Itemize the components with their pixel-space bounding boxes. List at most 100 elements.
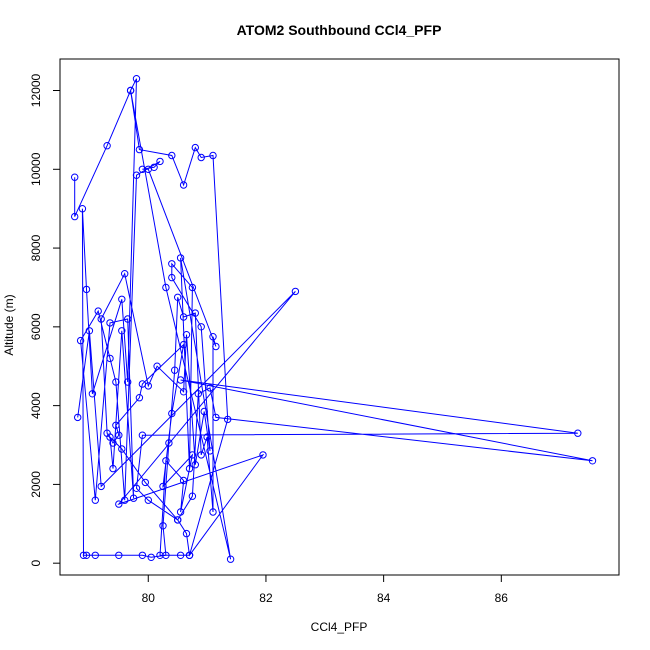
y-axis-label: Altitude (m) <box>2 294 16 355</box>
data-point <box>71 212 79 221</box>
x-tick-label: 80 <box>142 591 156 605</box>
data-point <box>182 529 191 538</box>
data-point <box>194 390 203 398</box>
data-point <box>153 362 161 370</box>
y-tick-label: 4000 <box>29 392 43 419</box>
data-point <box>212 342 220 351</box>
data-point <box>141 478 150 487</box>
data-point <box>126 86 135 95</box>
data-point <box>132 171 141 179</box>
data-point <box>112 378 120 386</box>
chart-title: ATOM2 Southbound CCl4_PFP <box>237 22 442 38</box>
data-point <box>162 283 170 292</box>
data-point <box>174 516 182 524</box>
data-point <box>259 451 267 459</box>
data-point <box>78 205 87 213</box>
data-point <box>191 461 200 469</box>
data-point <box>171 366 179 374</box>
data-point <box>168 409 176 418</box>
series-line <box>74 78 593 560</box>
data-point <box>76 336 85 345</box>
data-point <box>162 551 170 559</box>
data-point <box>588 457 597 465</box>
y-tick-label: 12000 <box>29 74 43 108</box>
data-point <box>179 388 188 396</box>
x-tick-label: 84 <box>377 591 391 605</box>
data-point <box>159 522 167 530</box>
data-point <box>191 309 200 317</box>
data-point <box>209 508 217 516</box>
data-point <box>91 551 100 559</box>
data-point <box>159 482 167 491</box>
data-point <box>182 331 191 339</box>
data-point <box>206 447 214 455</box>
data-point <box>168 260 176 268</box>
data-point <box>112 421 120 429</box>
y-tick-label: 10000 <box>29 152 43 186</box>
data-point <box>88 390 97 398</box>
data-point <box>115 500 123 508</box>
x-axis-label: CCl4_PFP <box>311 620 368 634</box>
data-point <box>106 319 114 327</box>
data-point <box>176 376 185 384</box>
data-point <box>115 431 123 439</box>
data-point <box>85 327 94 335</box>
data-point <box>138 431 147 439</box>
data-point <box>200 407 208 416</box>
data-point <box>226 555 235 563</box>
y-tick-label: 2000 <box>29 471 43 498</box>
data-point <box>79 551 88 559</box>
data-point <box>197 323 205 331</box>
data-point <box>574 429 582 437</box>
data-point <box>191 143 200 152</box>
data-point <box>124 315 132 323</box>
data-point <box>138 551 147 559</box>
data-point <box>71 173 79 181</box>
data-point <box>103 142 111 150</box>
data-point <box>118 295 126 303</box>
data-point <box>138 165 147 174</box>
data-series <box>71 75 597 563</box>
data-point <box>124 378 132 386</box>
data-point <box>106 433 114 441</box>
data-point <box>209 151 217 160</box>
data-point <box>168 273 176 282</box>
data-point <box>185 464 194 473</box>
data-point <box>224 415 232 424</box>
data-point <box>197 451 205 459</box>
data-point <box>168 151 176 160</box>
data-point <box>135 394 144 402</box>
data-point <box>94 307 102 315</box>
data-point <box>188 451 197 459</box>
x-tick-label: 82 <box>259 591 273 605</box>
data-point <box>188 492 197 500</box>
data-point <box>82 551 91 559</box>
y-tick-label: 8000 <box>29 234 43 261</box>
data-point <box>291 287 300 296</box>
data-point <box>179 181 188 189</box>
data-point <box>185 551 194 559</box>
data-point <box>118 327 126 335</box>
data-point <box>121 496 129 504</box>
data-point <box>115 551 123 559</box>
data-point <box>176 508 185 516</box>
data-point <box>174 293 182 301</box>
data-point <box>132 484 141 492</box>
data-point <box>162 457 170 465</box>
x-tick-label: 86 <box>495 591 509 605</box>
data-point <box>176 551 185 559</box>
data-point <box>109 464 117 473</box>
data-point <box>179 476 188 485</box>
data-point <box>132 75 141 83</box>
data-point <box>147 553 155 561</box>
data-point <box>121 270 129 278</box>
data-point <box>118 445 126 453</box>
data-point <box>144 382 153 390</box>
data-point <box>206 384 214 392</box>
data-point <box>203 433 211 441</box>
data-point <box>209 333 217 341</box>
data-point <box>82 285 91 294</box>
y-tick-label: 0 <box>29 560 43 567</box>
